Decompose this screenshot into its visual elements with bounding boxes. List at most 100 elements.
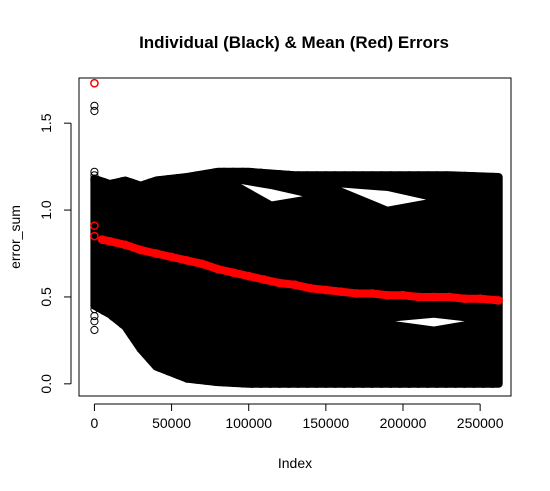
y-tick-label: 1.0 <box>38 200 54 220</box>
individual-error-point <box>386 379 395 388</box>
individual-error-point <box>469 172 479 181</box>
individual-error-point <box>238 379 247 388</box>
individual-error-point <box>340 171 349 180</box>
x-axis: 0 50000 100000 150000 200000 250000 <box>91 403 504 431</box>
x-tick-label: 50000 <box>152 415 191 431</box>
y-axis-label: error_sum <box>7 205 23 269</box>
individual-error-point <box>90 171 99 180</box>
individual-errors-band <box>90 167 503 388</box>
individual-error-point <box>201 376 210 385</box>
individual-error-point <box>451 379 460 388</box>
individual-error-point <box>460 379 469 388</box>
individual-error-point <box>395 171 405 180</box>
individual-error-point <box>377 171 386 180</box>
individual-error-point <box>414 379 423 388</box>
individual-error-point <box>266 379 275 388</box>
x-tick-label: 100000 <box>225 415 272 431</box>
individual-error-point <box>90 311 99 321</box>
individual-error-point <box>377 379 386 388</box>
individual-error-point <box>479 379 488 388</box>
individual-error-point <box>405 171 414 180</box>
individual-error-point <box>312 379 321 388</box>
individual-error-point <box>108 179 118 188</box>
individual-error-point <box>442 171 451 180</box>
y-tick-label: 1.5 <box>38 113 54 133</box>
individual-error-point <box>182 374 192 383</box>
individual-error-point <box>303 171 312 180</box>
x-tick-label: 150000 <box>302 415 349 431</box>
individual-error-point <box>423 171 432 180</box>
individual-error-point <box>155 176 164 185</box>
x-axis-label: Index <box>278 455 312 471</box>
individual-error-point <box>164 175 173 184</box>
mean-error-point <box>198 259 207 269</box>
sparse-gap <box>395 317 465 327</box>
individual-error-point <box>321 379 330 388</box>
mean-error-point <box>321 285 331 295</box>
individual-error-point <box>90 167 99 176</box>
individual-error-point <box>182 172 192 182</box>
individual-error-point <box>108 312 118 321</box>
y-tick-label: 0.5 <box>38 287 54 307</box>
individual-error-point <box>192 375 201 384</box>
individual-error-point <box>349 171 358 180</box>
individual-error-point <box>331 171 340 180</box>
individual-error-point <box>99 177 108 187</box>
individual-error-point <box>423 379 432 388</box>
individual-error-point <box>201 169 210 179</box>
mean-error-point <box>352 289 362 298</box>
mean-error-point <box>97 235 107 244</box>
individual-error-point <box>90 106 99 116</box>
mean-error-point <box>429 292 439 302</box>
individual-error-point <box>293 379 303 388</box>
plot-frame <box>78 77 512 397</box>
individual-error-point <box>219 378 229 387</box>
individual-error-point <box>266 169 275 178</box>
individual-error-point <box>442 379 451 388</box>
mean-error-point <box>244 271 254 281</box>
mean-error-point <box>90 78 99 88</box>
individual-error-point <box>275 379 284 388</box>
individual-error-point <box>321 171 330 180</box>
individual-error-point <box>229 167 238 176</box>
individual-error-point <box>256 168 266 177</box>
individual-error-point <box>247 167 256 177</box>
mean-error-point <box>475 294 485 304</box>
individual-error-point <box>358 379 367 388</box>
individual-error-point <box>118 319 127 329</box>
individual-error-point <box>488 172 497 181</box>
mean-error-point <box>182 256 192 265</box>
individual-error-point <box>469 379 479 388</box>
mean-error-point <box>120 240 130 250</box>
individual-error-point <box>90 301 99 310</box>
individual-error-point <box>210 168 219 177</box>
individual-error-point <box>386 171 395 180</box>
individual-error-point <box>349 379 358 388</box>
individual-error-point <box>118 177 127 186</box>
individual-error-point <box>432 379 442 388</box>
plot-area <box>90 78 504 388</box>
mean-error-point <box>494 296 504 305</box>
individual-error-point <box>284 170 293 179</box>
individual-error-point <box>331 379 340 388</box>
individual-error-point <box>414 171 423 180</box>
individual-error-point <box>173 173 182 183</box>
individual-error-point <box>173 370 182 380</box>
individual-error-point <box>127 331 136 340</box>
individual-error-point <box>358 171 367 180</box>
individual-error-point <box>90 176 99 185</box>
mean-error-point <box>414 292 423 302</box>
x-tick-label: 250000 <box>457 415 504 431</box>
x-tick-label: 0 <box>91 415 99 431</box>
sparse-gap <box>241 184 303 202</box>
chart-title: Individual (Black) & Mean (Red) Errors <box>139 33 449 52</box>
mean-error-point <box>275 278 284 288</box>
mean-error-point <box>105 236 115 246</box>
individual-error-point <box>340 379 349 388</box>
y-axis: 0.0 0.5 1.0 1.5 <box>38 113 72 394</box>
mean-error-point <box>290 280 300 290</box>
individual-error-point <box>99 306 108 315</box>
individual-error-point <box>238 167 247 176</box>
mean-error-point <box>136 245 146 255</box>
